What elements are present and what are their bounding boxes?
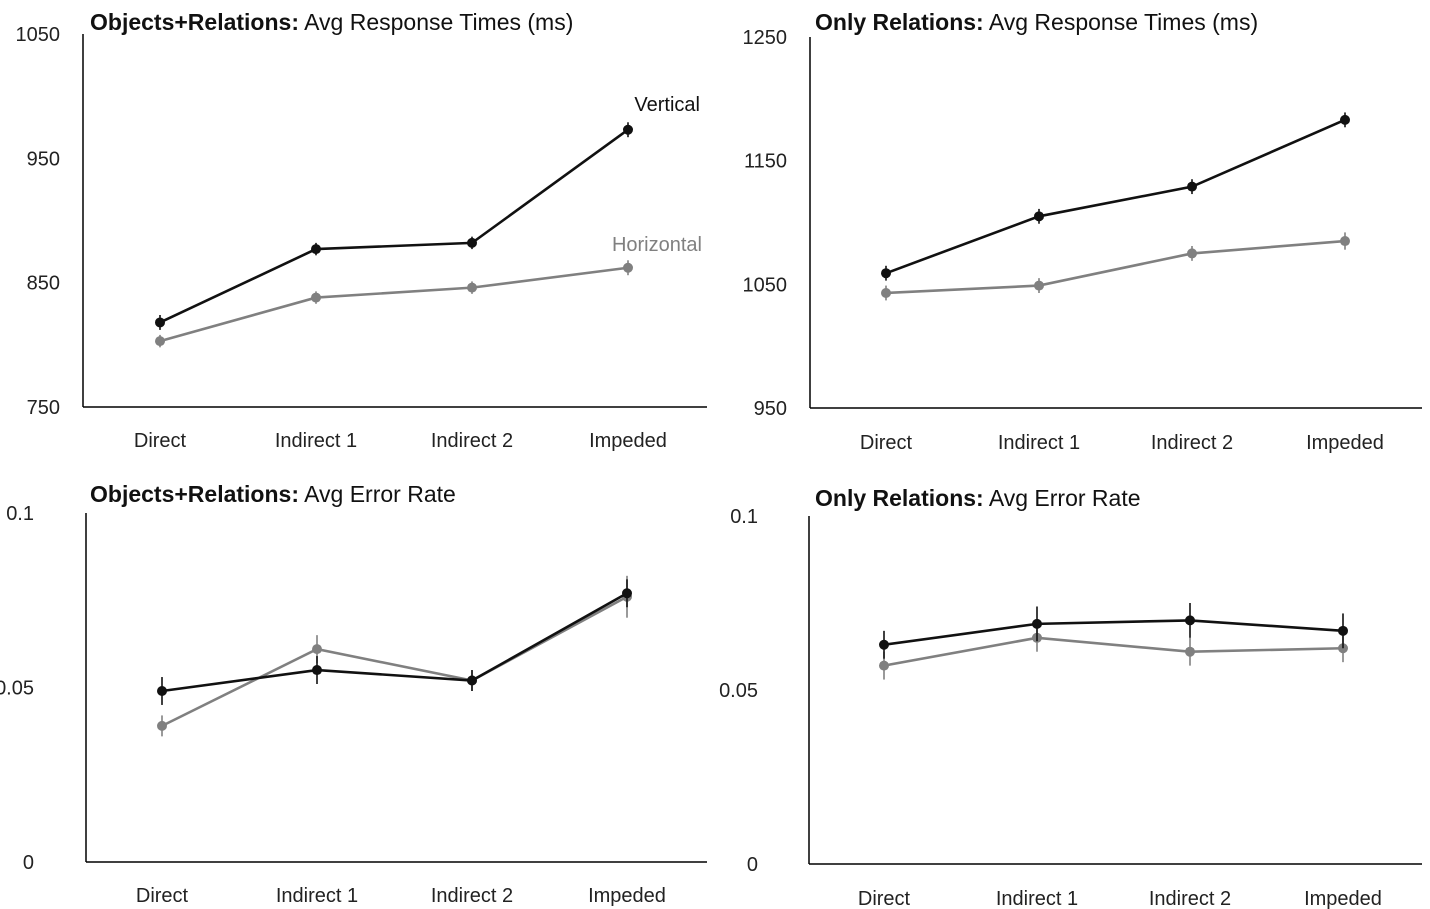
data-point bbox=[1185, 647, 1195, 657]
chart-title-bold: Objects+Relations: bbox=[90, 9, 299, 35]
chart-panel-3: Objects+Relations: Avg Error Rate 0 0.05 0.… bbox=[0, 481, 707, 907]
x-tick-label: Impeded bbox=[589, 430, 667, 452]
series-line bbox=[884, 620, 1343, 644]
data-point bbox=[1032, 619, 1042, 629]
chart-title-rest: Avg Response Times (ms) bbox=[984, 9, 1258, 35]
data-point bbox=[467, 283, 477, 293]
data-point bbox=[155, 317, 165, 327]
data-point bbox=[622, 588, 632, 598]
data-point bbox=[155, 336, 165, 346]
data-point bbox=[157, 721, 167, 731]
y-tick-label: 0.1 bbox=[730, 506, 758, 528]
series-line bbox=[162, 593, 627, 691]
x-tick-label: Impeded bbox=[1304, 888, 1382, 909]
data-point bbox=[879, 661, 889, 671]
x-tick-label: Indirect 1 bbox=[275, 430, 357, 452]
y-tick-label: 0 bbox=[747, 854, 758, 876]
x-tick-label: Impeded bbox=[1306, 432, 1384, 454]
x-tick-label: Indirect 2 bbox=[1151, 432, 1233, 454]
y-tick-label: 850 bbox=[27, 273, 60, 295]
data-point bbox=[1034, 281, 1044, 291]
x-tick-label: Indirect 1 bbox=[276, 885, 358, 907]
x-tick-label: Indirect 2 bbox=[431, 885, 513, 907]
data-point bbox=[312, 644, 322, 654]
chart-title-bold: Only Relations: bbox=[815, 485, 984, 511]
data-point bbox=[1187, 182, 1197, 192]
data-point bbox=[1340, 236, 1350, 246]
data-point bbox=[311, 244, 321, 254]
data-point bbox=[467, 238, 477, 248]
y-tick-label: 1150 bbox=[744, 151, 787, 173]
x-tick-label: Direct bbox=[136, 885, 189, 907]
x-tick-label: Direct bbox=[858, 888, 911, 909]
chart-panel-2: Only Relations: Avg Response Times (ms) 9… bbox=[743, 9, 1423, 454]
chart-panel-4: Only Relations: Avg Error Rate 0 0.05 0.1 Di… bbox=[719, 485, 1422, 909]
chart-title-rest: Avg Error Rate bbox=[299, 481, 456, 507]
chart-title-rest: Avg Response Times (ms) bbox=[299, 9, 573, 35]
x-tick-label: Indirect 1 bbox=[996, 888, 1078, 909]
chart-title: Objects+Relations: Avg Response Times (m… bbox=[90, 9, 573, 35]
data-point bbox=[467, 676, 477, 686]
x-tick-label: Indirect 1 bbox=[998, 432, 1080, 454]
data-point bbox=[157, 686, 167, 696]
chart-title-bold: Only Relations: bbox=[815, 9, 984, 35]
y-tick-label: 950 bbox=[754, 398, 787, 420]
y-tick-label: 0.05 bbox=[0, 678, 34, 700]
series-line bbox=[160, 268, 628, 341]
series-label: Vertical bbox=[634, 94, 700, 116]
data-point bbox=[881, 288, 891, 298]
data-point bbox=[1034, 211, 1044, 221]
y-tick-label: 1050 bbox=[743, 274, 788, 296]
y-tick-label: 750 bbox=[27, 397, 60, 419]
data-point bbox=[312, 665, 322, 675]
series-label: Horizontal bbox=[612, 234, 702, 256]
data-point bbox=[879, 640, 889, 650]
series-line bbox=[162, 597, 627, 726]
data-point bbox=[881, 268, 891, 278]
x-tick-label: Indirect 2 bbox=[1149, 888, 1231, 909]
x-tick-label: Direct bbox=[134, 430, 187, 452]
chart-title: Only Relations: Avg Error Rate bbox=[815, 485, 1141, 511]
data-point bbox=[623, 125, 633, 135]
y-tick-label: 1250 bbox=[743, 27, 788, 49]
series-line bbox=[884, 638, 1343, 666]
chart-title: Objects+Relations: Avg Error Rate bbox=[90, 481, 456, 507]
data-point bbox=[1340, 115, 1350, 125]
y-tick-label: 950 bbox=[27, 148, 60, 170]
x-tick-label: Direct bbox=[860, 432, 913, 454]
chart-panel-1: Objects+Relations: Avg Response Times (m… bbox=[16, 9, 708, 452]
data-point bbox=[623, 263, 633, 273]
data-point bbox=[1185, 615, 1195, 625]
data-point bbox=[1187, 248, 1197, 258]
series-line bbox=[886, 120, 1345, 273]
chart-title: Only Relations: Avg Response Times (ms) bbox=[815, 9, 1258, 35]
y-tick-label: 0 bbox=[23, 852, 34, 874]
y-tick-label: 1050 bbox=[16, 24, 61, 46]
data-point bbox=[311, 293, 321, 303]
y-tick-label: 0.05 bbox=[719, 680, 758, 702]
y-tick-label: 0.1 bbox=[6, 503, 34, 525]
chart-title-bold: Objects+Relations: bbox=[90, 481, 299, 507]
chart-title-rest: Avg Error Rate bbox=[984, 485, 1141, 511]
data-point bbox=[1338, 626, 1348, 636]
x-tick-label: Indirect 2 bbox=[431, 430, 513, 452]
x-tick-label: Impeded bbox=[588, 885, 666, 907]
